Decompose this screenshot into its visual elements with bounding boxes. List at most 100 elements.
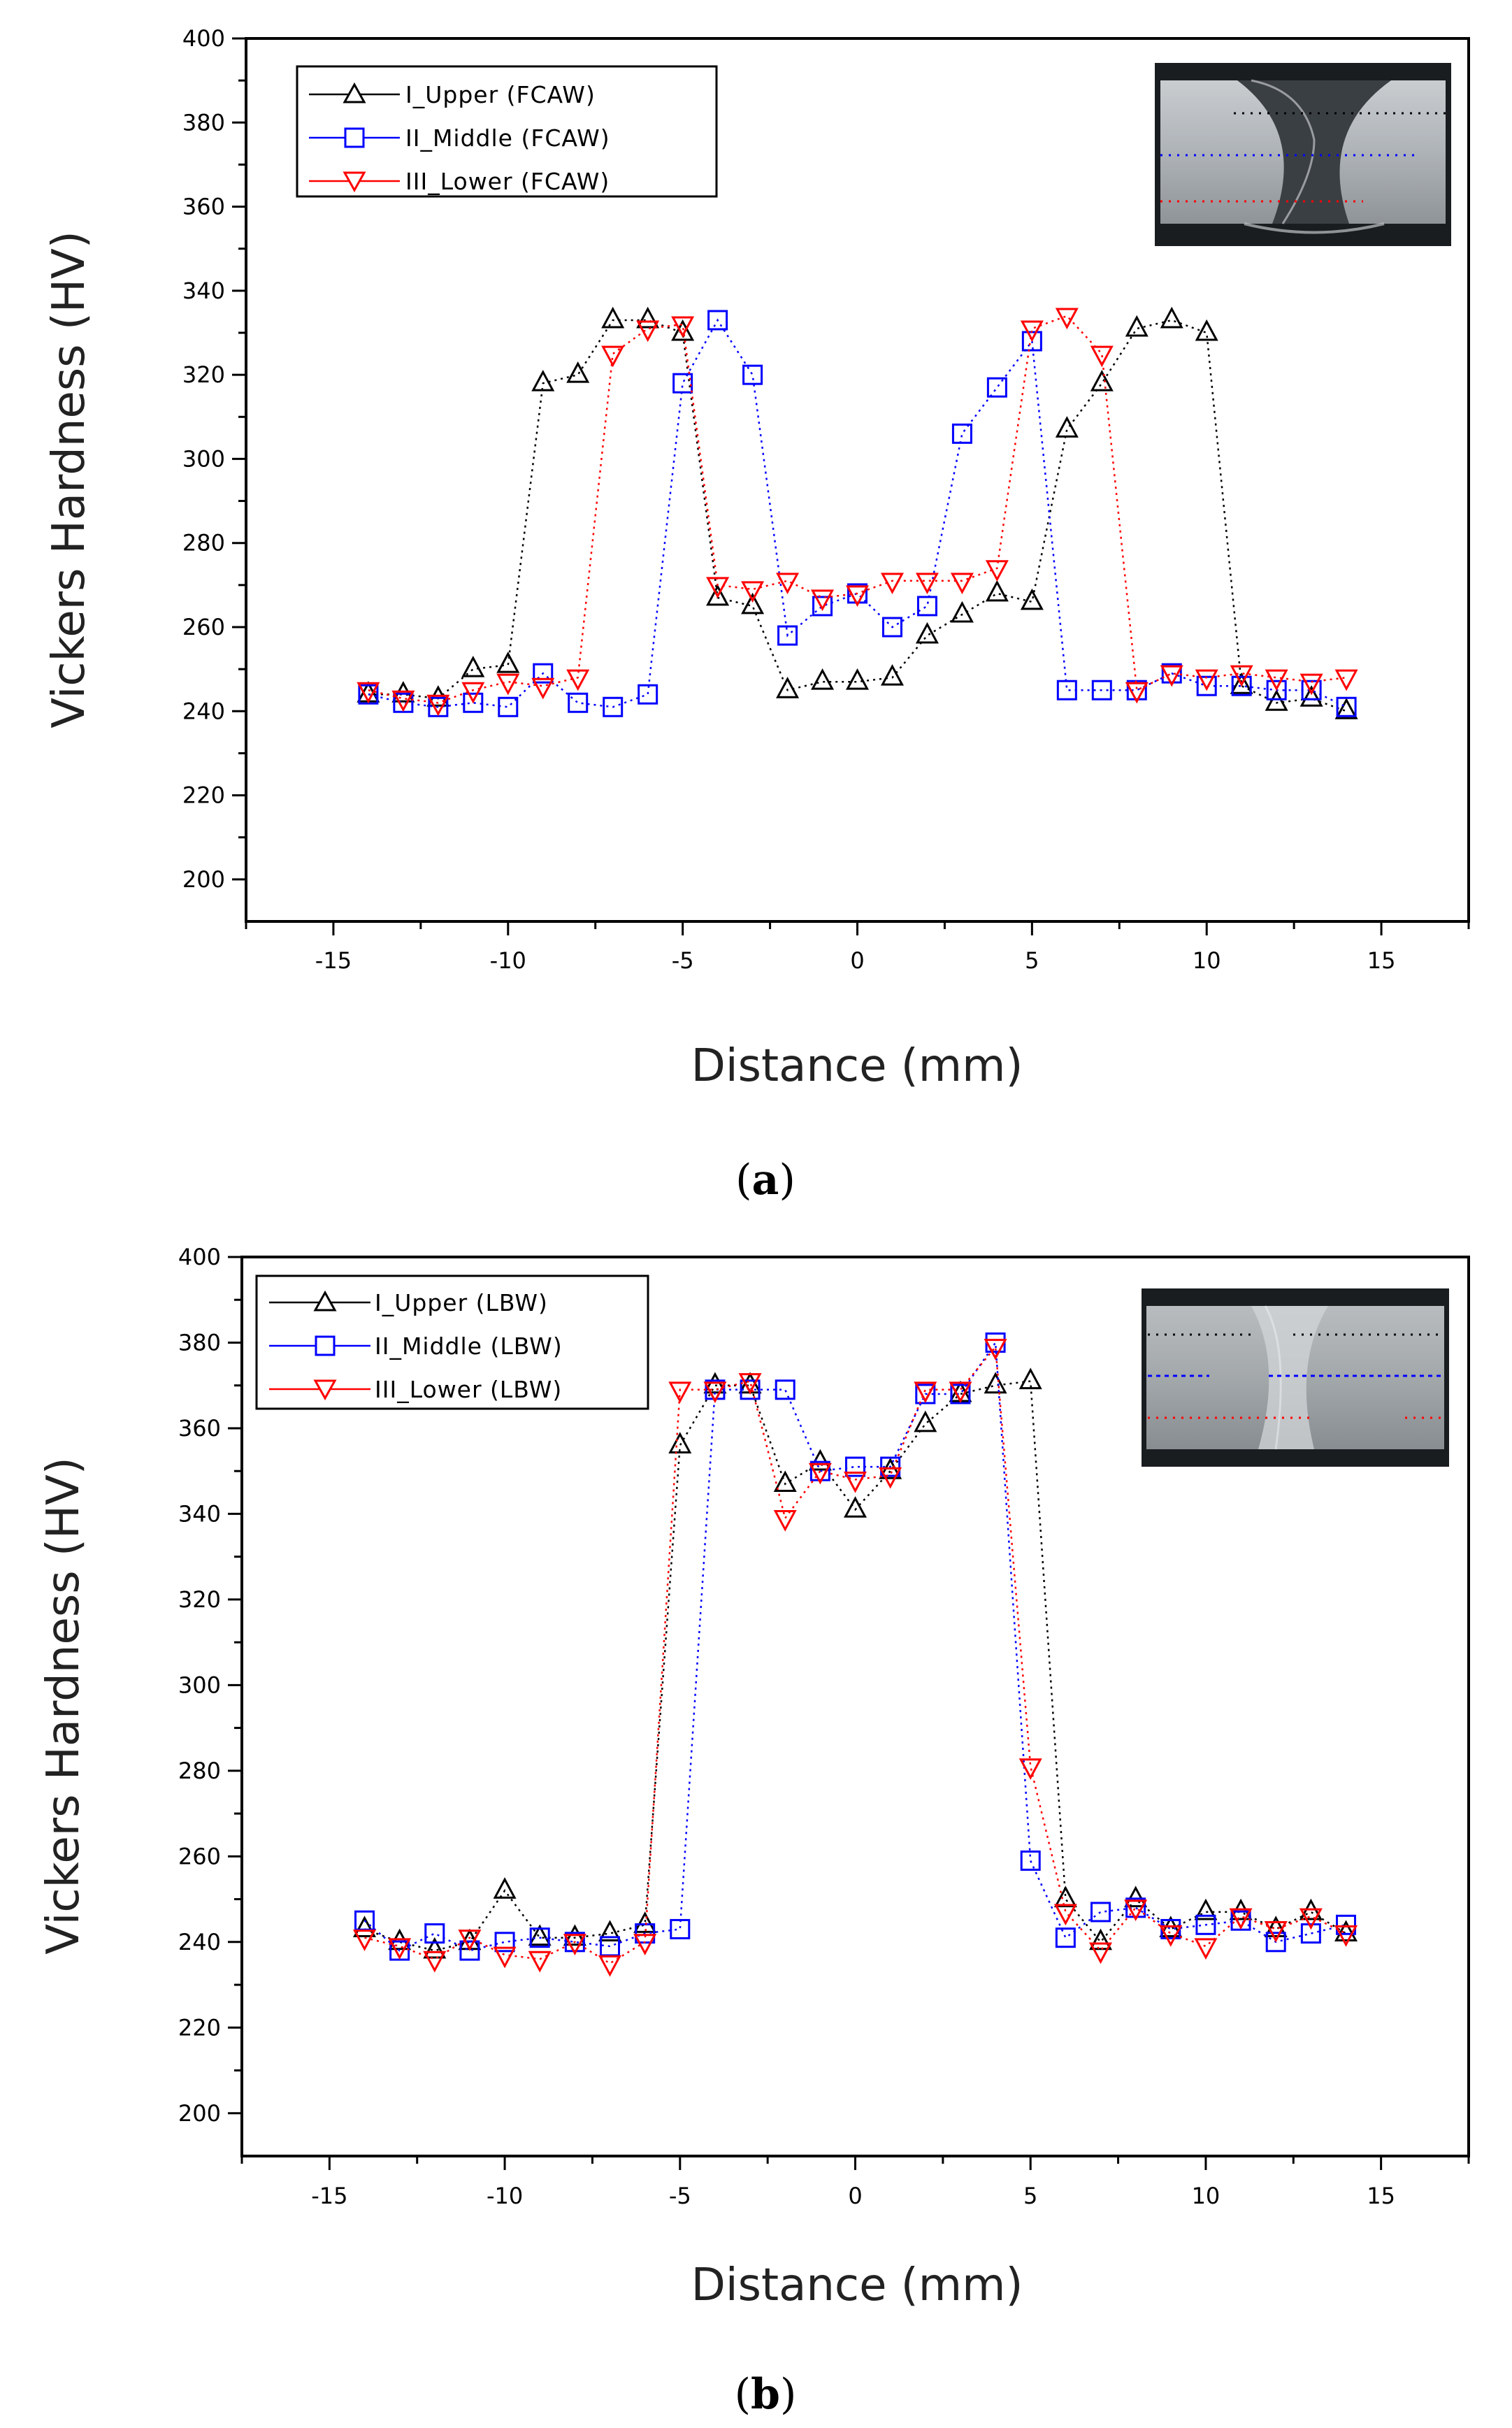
y-tick-label: 220 xyxy=(182,782,225,809)
data-point xyxy=(951,423,972,444)
y-tick-label: 200 xyxy=(178,2100,221,2127)
legend-label-middle-b: II_Middle (LBW) xyxy=(375,1332,563,1360)
data-point xyxy=(914,1410,937,1432)
data-point xyxy=(493,1946,517,1969)
data-point xyxy=(915,573,939,595)
legend-entry-lower-a: III_Lower (FCAW) xyxy=(309,168,610,195)
data-point xyxy=(741,592,765,615)
chart-panel-a: 200 220 240 260 280 300 320 340 360 380 400 -15 -10… xyxy=(43,25,1470,1205)
data-point xyxy=(668,1381,692,1404)
data-point xyxy=(1301,680,1322,701)
x-tick-label: 15 xyxy=(1367,947,1396,974)
data-point xyxy=(707,310,728,331)
data-point xyxy=(533,663,554,684)
data-point xyxy=(494,1932,515,1953)
data-point xyxy=(1090,345,1114,368)
data-point xyxy=(1088,1928,1113,1951)
x-tick-label: 10 xyxy=(1193,947,1221,974)
data-point xyxy=(1334,698,1358,719)
data-point xyxy=(950,601,974,623)
data-point xyxy=(1334,669,1358,691)
x-tick-label: 15 xyxy=(1367,2183,1395,2209)
data-point xyxy=(1230,673,1253,694)
data-point xyxy=(775,1379,795,1400)
data-point xyxy=(1266,680,1287,701)
data-point xyxy=(1125,315,1149,337)
data-point xyxy=(843,1496,867,1518)
x-tick-label: -10 xyxy=(490,947,526,974)
data-point xyxy=(985,560,1009,582)
data-point xyxy=(808,1463,832,1485)
y-tick-label: 360 xyxy=(178,1415,221,1442)
data-point xyxy=(423,1951,447,1973)
data-point xyxy=(352,1930,377,1951)
y-tick-label: 200 xyxy=(182,866,225,893)
data-point xyxy=(1020,1850,1041,1871)
data-point xyxy=(671,319,695,341)
data-point xyxy=(1018,1758,1042,1780)
data-point xyxy=(811,668,835,690)
y-axis-title-a: Vickers Hardness (HV) xyxy=(43,231,95,728)
data-point xyxy=(738,1373,762,1395)
data-point xyxy=(1160,665,1183,687)
y-tick-label: 380 xyxy=(178,1329,221,1356)
data-point xyxy=(1018,1367,1042,1390)
series-line xyxy=(364,1344,1347,1964)
x-tick-label: -10 xyxy=(487,2183,523,2209)
data-point xyxy=(1194,1898,1218,1920)
data-point xyxy=(352,1916,377,1937)
data-point xyxy=(636,306,660,329)
data-point xyxy=(984,1372,1007,1394)
legend-label-lower-a: III_Lower (FCAW) xyxy=(405,168,610,195)
legend-label-upper-b: I_Upper (LBW) xyxy=(375,1289,548,1316)
data-point xyxy=(1055,1927,1076,1948)
data-point xyxy=(426,694,450,717)
legend-entry-upper-a: I_Upper (FCAW) xyxy=(309,81,595,108)
panel-label-a: (a) xyxy=(735,1156,795,1205)
legend-triangle-down-icon xyxy=(313,1379,337,1401)
y-axis-ticks-a: 200 220 240 260 280 300 320 340 360 380 400 xyxy=(182,25,246,893)
data-point xyxy=(636,320,660,343)
y-tick-label: 220 xyxy=(178,2014,221,2041)
data-point xyxy=(566,669,590,691)
data-point xyxy=(498,696,519,717)
data-point xyxy=(880,573,904,595)
data-point xyxy=(668,1432,692,1453)
data-point xyxy=(773,1510,797,1532)
data-point xyxy=(1299,1908,1323,1930)
y-axis-title-b: Vickers Hardness (HV) xyxy=(38,1457,89,1954)
series-3 xyxy=(352,1339,1358,1977)
y-axis-ticks-b: 200 220 240 260 280 300 320 340 360 380 400 xyxy=(178,1244,242,2127)
y-tick-label: 320 xyxy=(178,1586,221,1613)
data-point xyxy=(670,1918,691,1939)
data-point xyxy=(741,581,765,603)
series-line xyxy=(364,1380,1347,1952)
x-tick-label: -15 xyxy=(311,2183,347,2209)
data-point xyxy=(528,1924,552,1946)
data-point xyxy=(463,692,484,713)
data-point xyxy=(633,1911,657,1933)
data-point xyxy=(1088,1942,1113,1964)
data-point xyxy=(1265,689,1288,711)
data-point xyxy=(529,1927,550,1948)
data-point xyxy=(496,673,520,696)
y-tick-label: 360 xyxy=(182,194,225,220)
data-point xyxy=(1124,1885,1148,1908)
data-point xyxy=(777,625,798,646)
y-tick-label: 340 xyxy=(178,1500,221,1527)
data-point xyxy=(703,1381,727,1404)
data-point xyxy=(845,585,870,608)
x-tick-label: 5 xyxy=(1025,947,1039,974)
data-point xyxy=(603,696,624,717)
data-point xyxy=(1125,682,1149,704)
data-point xyxy=(601,345,625,368)
data-point xyxy=(1194,1938,1218,1960)
weld-cross-section-photo-b xyxy=(1142,1288,1449,1467)
data-point xyxy=(986,377,1007,398)
data-point xyxy=(1055,416,1079,438)
data-point xyxy=(1091,680,1112,701)
series-line xyxy=(363,1339,1346,1952)
x-tick-label: -5 xyxy=(669,2183,691,2209)
legend-label-lower-b: III_Lower (LBW) xyxy=(375,1376,562,1403)
